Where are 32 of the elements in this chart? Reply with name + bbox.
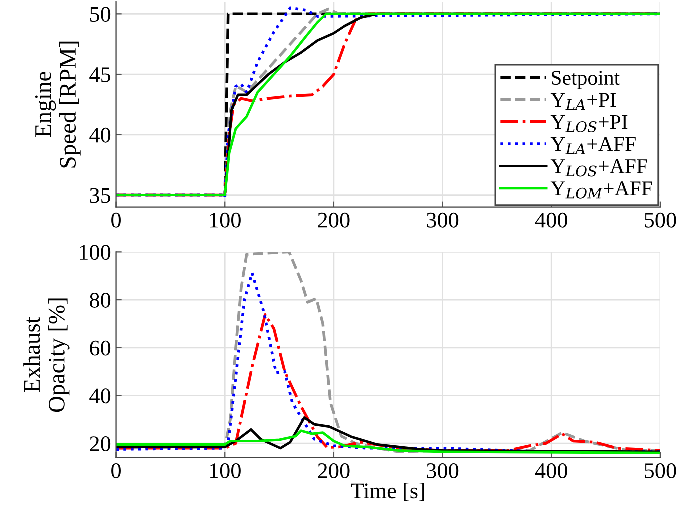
- legend-label: Y$_{LOS}$+AFF: [550, 160, 648, 177]
- y-axis-title: Exhaust Opacity [%]: [24, 298, 70, 412]
- y-tick-label: 60: [90, 340, 111, 356]
- y-tick-label: 40: [90, 128, 111, 143]
- x-tick-label: 400: [535, 463, 568, 478]
- legend-label: Y$_{LOS}$+PI: [550, 115, 628, 133]
- x-tick-label: 100: [210, 463, 241, 478]
- legend-label: Setpoint: [552, 71, 620, 90]
- x-tick-label: 0: [112, 463, 121, 478]
- x-tick-label: 100: [210, 212, 241, 228]
- legend-label: Y$_{LA}$+AFF: [550, 137, 636, 154]
- x-tick-label: 500: [645, 463, 676, 478]
- x-axis-title: Time [s]: [351, 482, 424, 502]
- line-series: [116, 313, 660, 452]
- y-tick-label: 100: [80, 245, 111, 260]
- y-tick-label: 35: [90, 188, 111, 204]
- y-tick-label: 80: [90, 292, 111, 308]
- x-tick-label: 300: [427, 463, 459, 478]
- x-tick-label: 400: [535, 212, 568, 228]
- y-axis-title: Engine Speed [RPM]: [35, 42, 81, 168]
- x-tick-label: 200: [318, 212, 350, 228]
- y-tick-label: 20: [90, 436, 111, 452]
- x-tick-label: 300: [427, 212, 459, 228]
- legend-label: Y$_{LOM}$+AFF: [550, 182, 652, 199]
- x-tick-label: 0: [112, 212, 121, 228]
- y-tick-label: 45: [90, 68, 111, 82]
- legend-label: Y$_{LA}$+PI: [550, 93, 616, 110]
- x-tick-label: 200: [318, 463, 350, 478]
- x-tick-label: 500: [645, 212, 676, 228]
- line-series: [116, 430, 660, 454]
- y-tick-label: 50: [90, 7, 111, 22]
- y-tick-label: 40: [90, 388, 111, 404]
